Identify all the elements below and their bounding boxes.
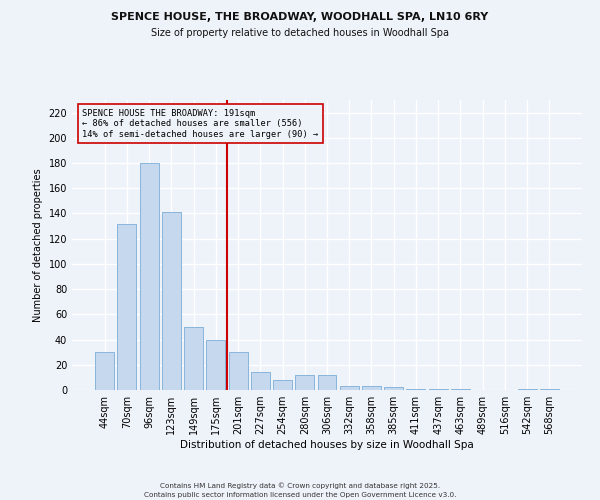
Bar xyxy=(384,388,403,390)
Bar xyxy=(518,388,536,390)
Bar xyxy=(540,388,559,390)
Bar xyxy=(184,327,203,390)
Bar xyxy=(229,352,248,390)
Text: SPENCE HOUSE THE BROADWAY: 191sqm
← 86% of detached houses are smaller (556)
14%: SPENCE HOUSE THE BROADWAY: 191sqm ← 86% … xyxy=(82,108,319,138)
Bar xyxy=(295,375,314,390)
Bar xyxy=(140,163,158,390)
Text: Contains HM Land Registry data © Crown copyright and database right 2025.
Contai: Contains HM Land Registry data © Crown c… xyxy=(144,482,456,498)
Bar xyxy=(95,352,114,390)
Bar xyxy=(362,386,381,390)
Bar xyxy=(118,224,136,390)
Bar xyxy=(251,372,270,390)
Bar xyxy=(406,388,425,390)
Bar xyxy=(451,388,470,390)
Bar xyxy=(317,375,337,390)
X-axis label: Distribution of detached houses by size in Woodhall Spa: Distribution of detached houses by size … xyxy=(180,440,474,450)
Bar xyxy=(340,386,359,390)
Bar xyxy=(429,388,448,390)
Bar xyxy=(162,212,181,390)
Text: SPENCE HOUSE, THE BROADWAY, WOODHALL SPA, LN10 6RY: SPENCE HOUSE, THE BROADWAY, WOODHALL SPA… xyxy=(112,12,488,22)
Bar xyxy=(273,380,292,390)
Text: Size of property relative to detached houses in Woodhall Spa: Size of property relative to detached ho… xyxy=(151,28,449,38)
Bar xyxy=(206,340,225,390)
Y-axis label: Number of detached properties: Number of detached properties xyxy=(33,168,43,322)
